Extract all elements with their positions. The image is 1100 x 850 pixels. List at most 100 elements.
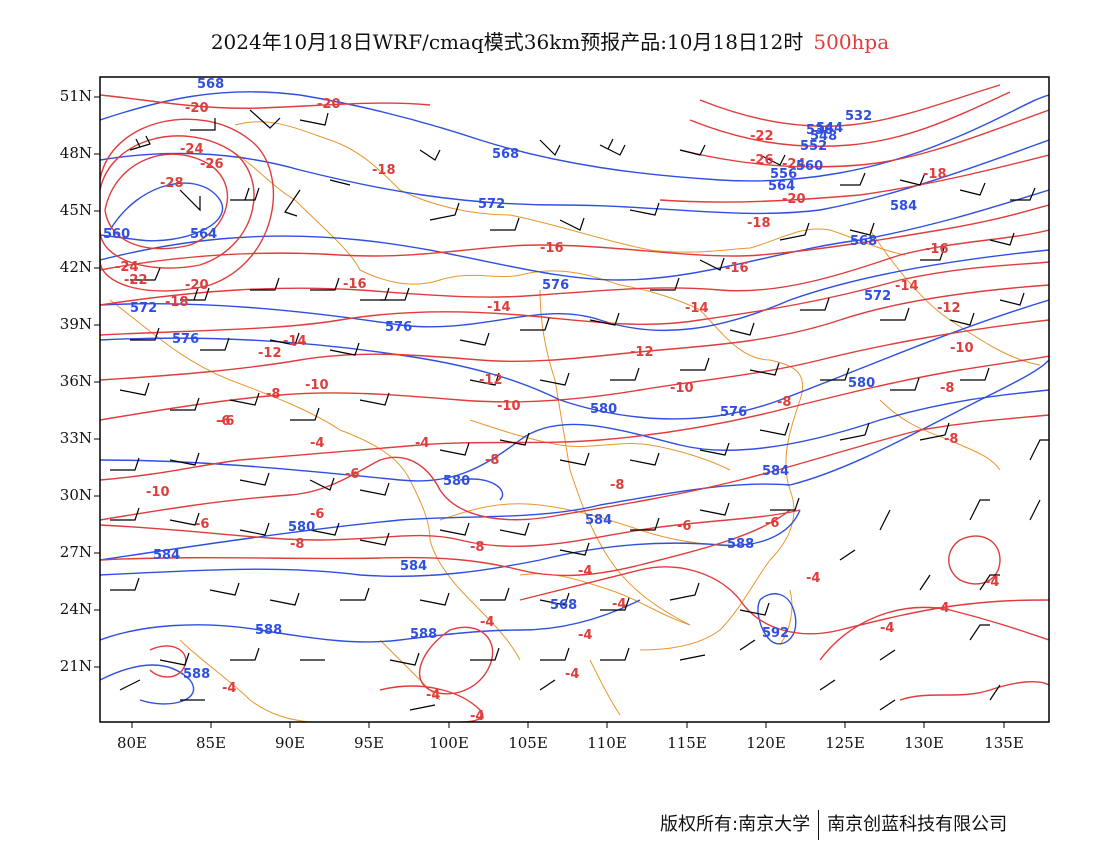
temperature-label: -18 bbox=[165, 295, 189, 310]
temperature-label: -20 bbox=[782, 192, 806, 207]
lon-label: 125E bbox=[825, 734, 865, 752]
temperature-label: -12 bbox=[630, 345, 654, 360]
height-label: 580 bbox=[848, 376, 875, 391]
height-label: 576 bbox=[542, 278, 569, 293]
temperature-label: -18 bbox=[372, 163, 396, 178]
temperature-label: -10 bbox=[305, 378, 329, 393]
temperature-label: -24 bbox=[180, 142, 204, 157]
temperature-label: -14 bbox=[487, 300, 511, 315]
temperature-label: -8 bbox=[290, 537, 304, 552]
lon-label: 80E bbox=[116, 734, 148, 752]
lat-label: 33N bbox=[59, 429, 92, 447]
height-label: 568 bbox=[850, 234, 877, 249]
lon-label: 100E bbox=[429, 734, 469, 752]
copyright-footer: 版权所有:南京大学 南京创蓝科技有限公司 bbox=[660, 810, 1007, 840]
temperature-label: -20 bbox=[185, 101, 209, 116]
footer-divider bbox=[818, 810, 820, 840]
height-label: 592 bbox=[762, 626, 789, 641]
map-title: 2024年10月18日WRF/cmaq模式36km预报产品:10月18日12时 5… bbox=[0, 26, 1100, 55]
copyright-company: 南京创蓝科技有限公司 bbox=[827, 814, 1008, 835]
height-label: 584 bbox=[585, 513, 612, 528]
temperature-label: -10 bbox=[146, 485, 170, 500]
lon-label: 135E bbox=[984, 734, 1024, 752]
temperature-label: -6 bbox=[345, 467, 359, 482]
height-label: 560 bbox=[796, 159, 823, 174]
temperature-label: -10 bbox=[497, 399, 521, 414]
temperature-label: -8 bbox=[944, 432, 958, 447]
lat-label: 51N bbox=[59, 87, 92, 105]
temperature-label: -4 bbox=[415, 436, 429, 451]
lat-label: 39N bbox=[59, 315, 92, 333]
lon-label: 95E bbox=[353, 734, 385, 752]
temperature-label: -8 bbox=[610, 478, 624, 493]
height-label: 548 bbox=[810, 129, 837, 144]
lon-label: 110E bbox=[587, 734, 627, 752]
temperature-label: -20 bbox=[185, 278, 209, 293]
height-label: 544 bbox=[816, 121, 843, 136]
temperature-label: -4 bbox=[578, 564, 592, 579]
height-label: 580 bbox=[288, 520, 315, 535]
lon-label: 85E bbox=[195, 734, 227, 752]
height-label: 580 bbox=[590, 402, 617, 417]
temperature-label-group: -20 -20 -24 -26 -28 -24 -22 -20 -18 -18 … bbox=[115, 97, 999, 724]
wind-barbs bbox=[110, 109, 1049, 711]
lon-label: 115E bbox=[667, 734, 707, 752]
temperature-label: -4 bbox=[480, 615, 494, 630]
temperature-label: -16 bbox=[925, 242, 949, 257]
lon-ticks bbox=[131, 722, 1005, 728]
plot-frame bbox=[99, 76, 1050, 723]
temperature-label: -6 bbox=[195, 517, 209, 532]
lat-label: 42N bbox=[59, 258, 92, 276]
temperature-label: -4 bbox=[222, 681, 236, 696]
height-contours bbox=[100, 91, 1049, 705]
temperature-label: -14 bbox=[685, 301, 709, 316]
temperature-label: -16 bbox=[725, 261, 749, 276]
plot-area bbox=[100, 77, 1049, 722]
temperature-label: -12 bbox=[937, 301, 961, 316]
lat-label: 45N bbox=[59, 201, 92, 219]
temperature-label: -6 bbox=[216, 414, 230, 429]
temperature-label: -8 bbox=[266, 387, 280, 402]
height-label: 572 bbox=[864, 289, 891, 304]
temperature-label: -6 bbox=[220, 414, 234, 429]
temperature-label: -8 bbox=[470, 540, 484, 555]
height-label: 588 bbox=[255, 623, 282, 638]
temperature-label: -16 bbox=[343, 277, 367, 292]
temperature-label: -12 bbox=[258, 346, 282, 361]
temperature-label: -6 bbox=[310, 507, 324, 522]
lon-label: 130E bbox=[904, 734, 944, 752]
lat-label: 36N bbox=[59, 372, 92, 390]
temperature-label: -4 bbox=[426, 688, 440, 703]
lat-ticks bbox=[94, 96, 100, 668]
height-label-group: 568 568 572 560 564 568 572 576 576 576 … bbox=[103, 77, 917, 682]
temperature-label: -26 bbox=[750, 153, 774, 168]
temperature-label: -8 bbox=[485, 453, 499, 468]
height-label: 576 bbox=[385, 320, 412, 335]
lon-label: 90E bbox=[274, 734, 306, 752]
height-label: 536 bbox=[806, 123, 833, 138]
temperature-label: -18 bbox=[923, 167, 947, 182]
title-text: 2024年10月18日WRF/cmaq模式36km预报产品:10月18日12时 bbox=[210, 30, 804, 54]
temperature-label: -4 bbox=[806, 571, 820, 586]
height-label: 584 bbox=[890, 199, 917, 214]
temperature-label: -4 bbox=[880, 621, 894, 636]
temperature-contours bbox=[100, 84, 1049, 722]
temperature-label: -4 bbox=[578, 628, 592, 643]
copyright-owner: 版权所有:南京大学 bbox=[660, 814, 811, 835]
height-label: 572 bbox=[130, 301, 157, 316]
height-label: 564 bbox=[768, 179, 795, 194]
temperature-label: -4 bbox=[935, 601, 949, 616]
lat-label: 27N bbox=[59, 543, 92, 561]
lat-label: 24N bbox=[59, 600, 92, 618]
temperature-label: -24 bbox=[782, 157, 806, 172]
temperature-label: -4 bbox=[565, 667, 579, 682]
temperature-label: -24 bbox=[115, 260, 139, 275]
lat-label: 48N bbox=[59, 144, 92, 162]
height-label: 588 bbox=[727, 537, 754, 552]
temperature-label: -4 bbox=[612, 597, 626, 612]
temperature-label: -16 bbox=[540, 241, 564, 256]
lon-label: 105E bbox=[508, 734, 548, 752]
height-label: 556 bbox=[770, 167, 797, 182]
temperature-label: -4 bbox=[470, 709, 484, 724]
